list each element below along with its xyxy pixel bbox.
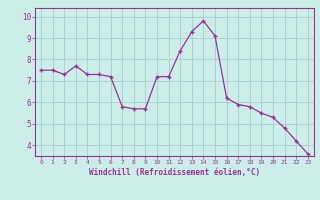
- X-axis label: Windchill (Refroidissement éolien,°C): Windchill (Refroidissement éolien,°C): [89, 168, 260, 177]
